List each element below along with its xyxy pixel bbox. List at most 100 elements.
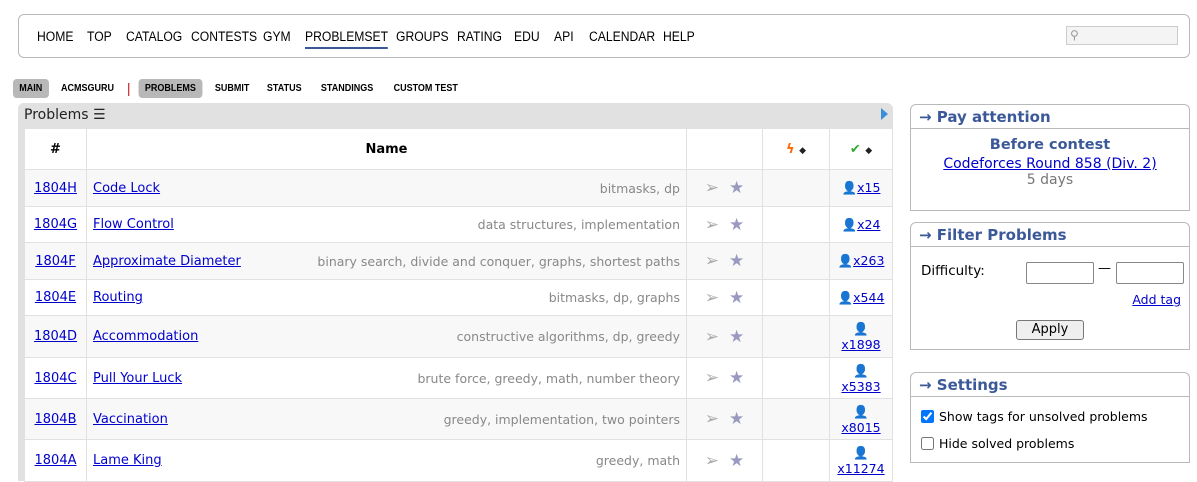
hide-solved-setting[interactable]: Hide solved problems [921, 436, 1074, 451]
box-title: → Pay attention [911, 105, 1189, 129]
nav-api[interactable]: API [554, 29, 574, 44]
lightning-icon: ϟ [785, 141, 795, 157]
show-tags-checkbox[interactable] [921, 410, 934, 423]
nav-edu[interactable]: EDU [514, 29, 540, 44]
problem-id-link[interactable]: 1804F [35, 253, 76, 269]
problem-name-link[interactable]: Lame King [93, 453, 162, 468]
table-row: 1804B Vaccination greedy, implementation,… [24, 398, 893, 440]
problem-name-link[interactable]: Routing [93, 290, 143, 305]
box-title: → Settings [911, 373, 1189, 397]
difficulty-cell [762, 398, 830, 440]
hide-solved-checkbox[interactable] [921, 437, 934, 450]
submit-icon[interactable]: ➢ [704, 326, 719, 347]
col-difficulty[interactable]: ϟ ◆ [762, 128, 830, 170]
user-icon: 👤 [853, 321, 869, 336]
table-row: 1804E Routing bitmasks, dp, graphs ➢ ★ 👤x5… [24, 279, 893, 316]
problem-id-link[interactable]: 1804D [33, 329, 78, 344]
nav-catalog[interactable]: CATALOG [126, 29, 183, 44]
problem-id-link[interactable]: 1804B [34, 411, 77, 427]
favourite-star-icon[interactable]: ★ [729, 450, 745, 471]
col-solved[interactable]: ✔ ◆ [829, 128, 893, 170]
user-icon: 👤 [853, 403, 869, 419]
submit-icon[interactable]: ➢ [704, 450, 719, 471]
nav-contests[interactable]: CONTESTS [191, 29, 258, 44]
solved-count-link[interactable]: x1898 [841, 337, 881, 352]
before-contest: Before contest [989, 137, 1111, 153]
collapse-sidebar-icon[interactable] [881, 108, 888, 120]
list-icon[interactable]: ☰ [92, 107, 106, 123]
col-num[interactable]: # [24, 128, 87, 170]
col-name[interactable]: Name [86, 128, 687, 170]
settings-box: → Settings Show tags for unsolved proble… [910, 372, 1190, 463]
nav-help[interactable]: HELP [663, 29, 695, 44]
submit-icon[interactable]: ➢ [704, 178, 719, 198]
difficulty-label: Difficulty: [921, 263, 985, 279]
problem-name-link[interactable]: Flow Control [93, 217, 174, 232]
submit-icon[interactable]: ➢ [704, 368, 719, 388]
difficulty-cell [762, 439, 830, 482]
solved-count-link[interactable]: x8015 [841, 419, 881, 435]
dash: — [1098, 261, 1111, 276]
nav-groups[interactable]: GROUPS [396, 29, 449, 44]
submit-icon[interactable]: ➢ [704, 214, 719, 235]
solved-count-link[interactable]: x5383 [841, 378, 881, 394]
sort-icon: ◆ [865, 145, 873, 156]
problem-id-link[interactable]: 1804A [34, 453, 77, 468]
submit-icon[interactable]: ➢ [704, 251, 719, 271]
solved-count-link[interactable]: x15 [857, 180, 881, 195]
favourite-star-icon[interactable]: ★ [729, 326, 745, 347]
favourite-star-icon[interactable]: ★ [729, 251, 745, 271]
contest-link[interactable]: Codeforces Round 858 (Div. 2) [943, 156, 1157, 172]
problem-name-link[interactable]: Pull Your Luck [93, 370, 183, 386]
panel-title: Problems ☰ [24, 107, 106, 123]
tab-status[interactable]: STATUS [267, 82, 302, 94]
favourite-star-icon[interactable]: ★ [729, 287, 745, 308]
apply-button[interactable]: Apply [1016, 320, 1084, 340]
tab-problems[interactable]: PROBLEMS [138, 78, 203, 98]
problem-id-link[interactable]: 1804H [34, 180, 77, 196]
favourite-star-icon[interactable]: ★ [729, 214, 745, 235]
submit-icon[interactable]: ➢ [704, 409, 719, 429]
solved-count-link[interactable]: x544 [853, 289, 885, 305]
solved-count-link[interactable]: x263 [853, 253, 885, 268]
problem-tags: brute force, greedy, math, number theory [417, 370, 680, 386]
tab-custom-test[interactable]: CUSTOM TEST [393, 82, 458, 94]
table-row: 1804F Approximate Diameter binary search,… [24, 242, 893, 280]
tab-standings[interactable]: STANDINGS [320, 82, 373, 94]
problem-name-link[interactable]: Approximate Diameter [93, 253, 241, 269]
problem-name-link[interactable]: Accommodation [93, 329, 199, 344]
solved-count-link[interactable]: x24 [857, 216, 881, 232]
add-tag-link[interactable]: Add tag [1132, 292, 1181, 307]
tab-submit[interactable]: SUBMIT [214, 82, 250, 94]
problem-name-link[interactable]: Code Lock [93, 180, 161, 196]
nav-gym[interactable]: GYM [263, 29, 291, 44]
user-icon: 👤 [841, 180, 858, 195]
difficulty-min-input[interactable] [1026, 262, 1094, 284]
nav-home[interactable]: HOME [37, 29, 74, 44]
difficulty-cell [762, 242, 830, 280]
nav-top[interactable]: TOP [87, 29, 112, 44]
tab-acmsguru[interactable]: ACMSGURU [60, 82, 114, 94]
search-input[interactable]: ⚲ [1066, 26, 1178, 45]
favourite-star-icon[interactable]: ★ [729, 368, 745, 388]
user-icon: 👤 [837, 253, 854, 268]
nav-problemset[interactable]: PROBLEMSET [305, 29, 389, 49]
problem-id-link[interactable]: 1804G [33, 217, 78, 232]
solved-count-link[interactable]: x11274 [837, 461, 885, 476]
favourite-star-icon[interactable]: ★ [729, 178, 745, 198]
nav-calendar[interactable]: CALENDAR [589, 29, 656, 44]
check-icon: ✔ [849, 141, 861, 157]
problem-tags: data structures, implementation [477, 217, 680, 232]
tab-main[interactable]: MAIN [12, 78, 49, 98]
problem-name-link[interactable]: Vaccination [93, 411, 168, 427]
submit-icon[interactable]: ➢ [704, 287, 719, 308]
problem-tags: binary search, divide and conquer, graph… [317, 253, 680, 269]
difficulty-max-input[interactable] [1116, 262, 1184, 284]
show-tags-setting[interactable]: Show tags for unsolved problems [921, 409, 1148, 424]
problem-id-link[interactable]: 1804E [34, 290, 77, 305]
nav-rating[interactable]: RATING [457, 29, 502, 44]
main-nav: ⚲ HOME TOP CATALOG CONTESTS GYM PROBLEMSET GRO… [18, 14, 1190, 58]
favourite-star-icon[interactable]: ★ [729, 409, 745, 429]
problem-id-link[interactable]: 1804C [34, 370, 77, 386]
user-icon: 👤 [853, 445, 869, 460]
